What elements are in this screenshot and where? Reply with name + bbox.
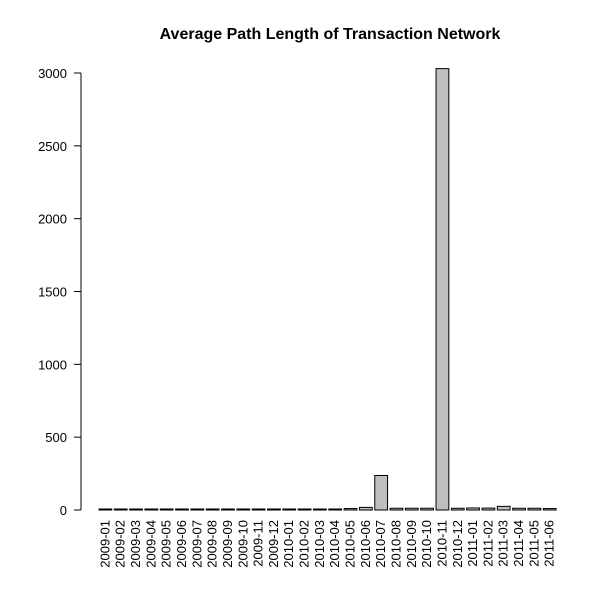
bar-2010-07 xyxy=(374,474,389,511)
x-tick-label: 2009-10 xyxy=(235,520,250,568)
x-tick-label: 2010-03 xyxy=(312,520,327,568)
bar-2010-06 xyxy=(358,506,373,511)
x-tick-label: 2010-06 xyxy=(358,520,373,568)
y-tick-label: 1500 xyxy=(38,285,67,300)
bar-2010-02 xyxy=(297,508,312,511)
bar-2011-01 xyxy=(466,507,480,511)
x-tick-label: 2010-02 xyxy=(297,520,312,568)
bar-2009-11 xyxy=(251,508,266,511)
bar-2009-02 xyxy=(113,508,128,511)
x-tick-label: 2010-07 xyxy=(373,520,388,568)
bar-2011-05 xyxy=(527,507,542,511)
x-tick-label: 2010-01 xyxy=(281,520,296,568)
x-tick-label: 2010-05 xyxy=(343,520,358,568)
bars xyxy=(98,68,557,511)
x-tick-label: 2009-09 xyxy=(220,520,235,568)
y-tick-label: 3000 xyxy=(38,66,67,81)
bar-2011-02 xyxy=(481,507,496,511)
x-tick-label: 2011-04 xyxy=(511,520,526,567)
x-tick-label: 2009-11 xyxy=(251,520,266,567)
x-axis-labels: 2009-01 2009-02 2009-03 2009-04 2009-05 2009-… xyxy=(97,520,556,568)
bar-2009-06 xyxy=(175,508,189,511)
x-tick-label: 2011-05 xyxy=(526,520,541,567)
x-tick-label: 2011-03 xyxy=(496,520,511,567)
x-tick-label: 2011-02 xyxy=(480,520,495,567)
bar-2011-06 xyxy=(542,508,557,511)
y-tick-label: 1000 xyxy=(38,357,67,372)
x-tick-label: 2009-08 xyxy=(205,520,220,568)
x-tick-label: 2009-07 xyxy=(189,520,204,568)
x-tick-label: 2010-04 xyxy=(327,520,342,568)
x-tick-label: 2009-12 xyxy=(266,520,281,568)
x-tick-label: 2009-04 xyxy=(143,520,158,568)
x-tick-label: 2010-11 xyxy=(434,520,449,567)
bar-2009-05 xyxy=(159,508,174,511)
x-tick-label: 2009-03 xyxy=(128,520,143,568)
bar-2009-09 xyxy=(221,508,235,511)
y-tick-label: 2500 xyxy=(38,139,67,154)
bar-2010-01 xyxy=(282,508,297,511)
bar-2009-12 xyxy=(267,508,281,511)
y-axis: 0 500 1000 1500 2000 2500 3000 xyxy=(38,66,82,518)
x-tick-label: 2011-01 xyxy=(465,520,480,567)
bar-2010-08 xyxy=(389,507,404,511)
x-tick-label: 2010-10 xyxy=(419,520,434,568)
bar-2009-07 xyxy=(190,508,205,511)
bar-2009-08 xyxy=(205,508,220,511)
bar-2009-04 xyxy=(144,508,159,511)
chart-title: Average Path Length of Transaction Netwo… xyxy=(160,26,501,43)
y-tick-label: 0 xyxy=(60,503,67,518)
x-tick-label: 2009-01 xyxy=(97,520,112,568)
bar-2009-03 xyxy=(129,508,143,511)
bar-2010-03 xyxy=(312,508,327,511)
bar-2010-12 xyxy=(450,507,465,511)
bar-2010-04 xyxy=(328,508,343,511)
bar-2010-10 xyxy=(420,507,435,511)
bar-2011-04 xyxy=(512,507,526,511)
x-tick-label: 2009-02 xyxy=(113,520,128,568)
bar-2011-03 xyxy=(496,505,511,511)
bar-2010-05 xyxy=(343,508,358,511)
x-tick-label: 2010-08 xyxy=(388,520,403,568)
bar-2010-09 xyxy=(404,507,419,511)
y-tick-label: 500 xyxy=(45,430,67,445)
bar-2009-10 xyxy=(236,508,251,511)
x-tick-label: 2010-09 xyxy=(404,520,419,568)
x-tick-label: 2009-05 xyxy=(159,520,174,568)
x-tick-label: 2009-06 xyxy=(174,520,189,568)
bar-2010-11 xyxy=(435,68,450,511)
bar-2009-01 xyxy=(98,508,113,511)
x-tick-label: 2010-12 xyxy=(450,520,465,568)
x-tick-label: 2011-06 xyxy=(542,520,557,567)
y-tick-label: 2000 xyxy=(38,212,67,227)
